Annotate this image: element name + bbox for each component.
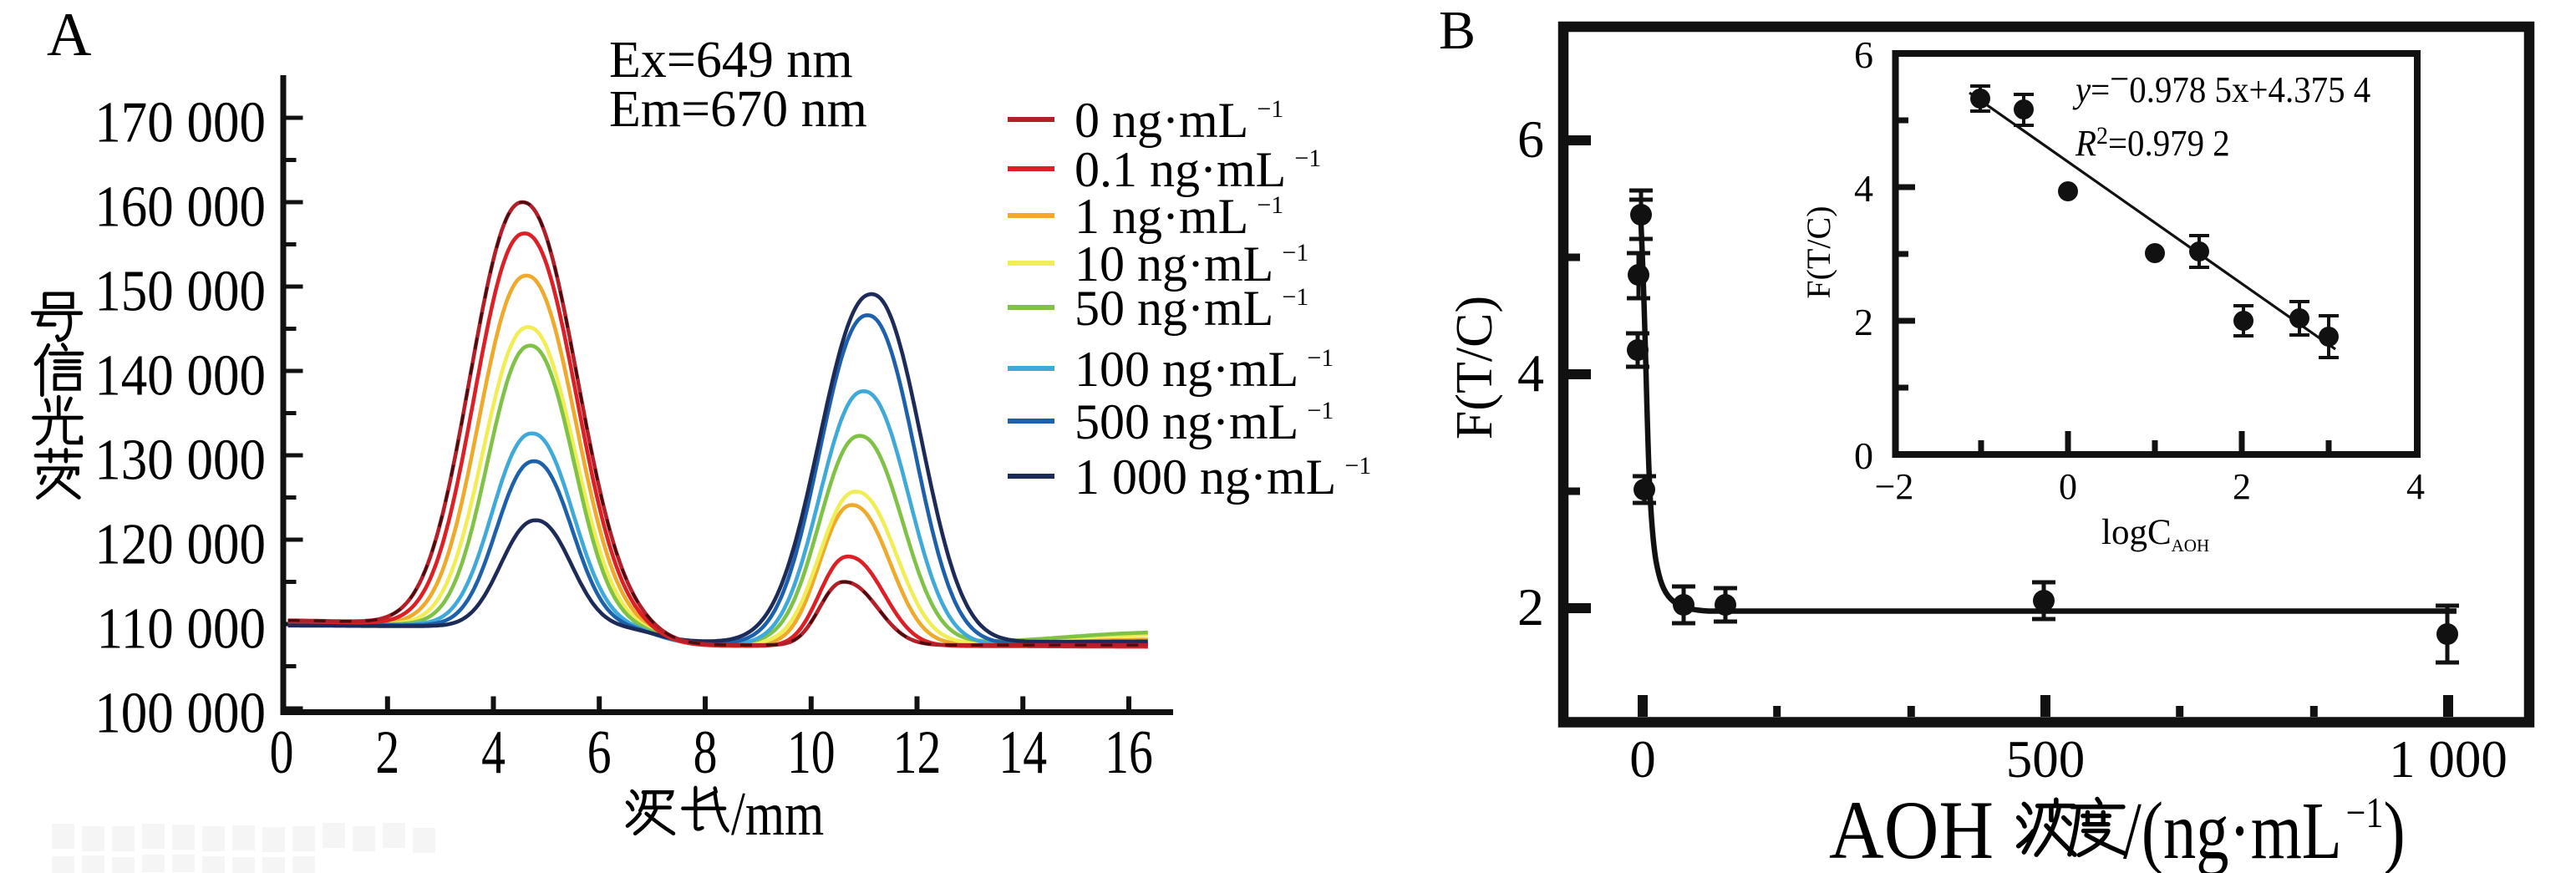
svg-text:F(T/C): F(T/C) <box>1446 296 1503 439</box>
svg-text:0: 0 <box>270 718 294 786</box>
svg-text:170 000: 170 000 <box>94 91 266 155</box>
svg-text:F(T/C): F(T/C) <box>1800 206 1837 298</box>
svg-text:4: 4 <box>2406 466 2425 507</box>
svg-text:1 000 ng·mL−1: 1 000 ng·mL −1 <box>1075 449 1371 505</box>
svg-text:−2: −2 <box>1875 466 1914 507</box>
svg-text:1 000: 1 000 <box>2389 730 2507 789</box>
svg-text:14: 14 <box>998 718 1047 786</box>
svg-text:110 000: 110 000 <box>97 597 266 662</box>
svg-text:100 000: 100 000 <box>94 682 266 746</box>
svg-text:6: 6 <box>1854 33 1873 76</box>
svg-text:/mm: /mm <box>731 779 824 848</box>
svg-text:0: 0 <box>2059 466 2077 507</box>
svg-text:10 ng·mL−1: 10 ng·mL −1 <box>1075 236 1308 292</box>
svg-text:150 000: 150 000 <box>94 260 266 324</box>
svg-text:12: 12 <box>893 718 942 786</box>
svg-text:2: 2 <box>2233 466 2251 507</box>
svg-text:Ex=649 nm: Ex=649 nm <box>609 32 853 89</box>
svg-text:AOH: AOH <box>1829 784 1994 873</box>
svg-text:500: 500 <box>2006 730 2086 789</box>
svg-text:10: 10 <box>787 718 836 786</box>
svg-text:4: 4 <box>481 718 506 786</box>
svg-text:0: 0 <box>1854 434 1873 477</box>
svg-text:B: B <box>1439 0 1476 61</box>
svg-text:0.1 ng·mL−1: 0.1 ng·mL −1 <box>1075 142 1321 197</box>
svg-text:R2=0.979 2: R2=0.979 2 <box>2075 122 2230 164</box>
svg-text:8: 8 <box>694 718 718 786</box>
svg-text:6: 6 <box>587 718 612 786</box>
svg-text:4: 4 <box>1854 167 1873 210</box>
svg-text:130 000: 130 000 <box>94 429 266 493</box>
svg-text:2: 2 <box>1854 301 1873 343</box>
svg-text:140 000: 140 000 <box>94 344 266 409</box>
svg-text:2: 2 <box>375 718 399 786</box>
svg-text:0: 0 <box>1629 730 1656 789</box>
svg-text:50 ng·mL−1: 50 ng·mL −1 <box>1075 281 1308 336</box>
svg-text:500 ng·mL−1: 500 ng·mL −1 <box>1075 394 1334 449</box>
svg-text:120 000: 120 000 <box>94 513 266 577</box>
svg-text:16: 16 <box>1105 718 1153 786</box>
svg-text:4: 4 <box>1517 343 1544 403</box>
svg-text:2: 2 <box>1517 577 1544 637</box>
svg-text:160 000: 160 000 <box>94 175 266 240</box>
svg-text:Em=670 nm: Em=670 nm <box>609 81 867 138</box>
svg-text:6: 6 <box>1517 109 1544 169</box>
svg-text:A: A <box>47 1 91 69</box>
svg-text:100 ng·mL−1: 100 ng·mL −1 <box>1075 342 1334 397</box>
